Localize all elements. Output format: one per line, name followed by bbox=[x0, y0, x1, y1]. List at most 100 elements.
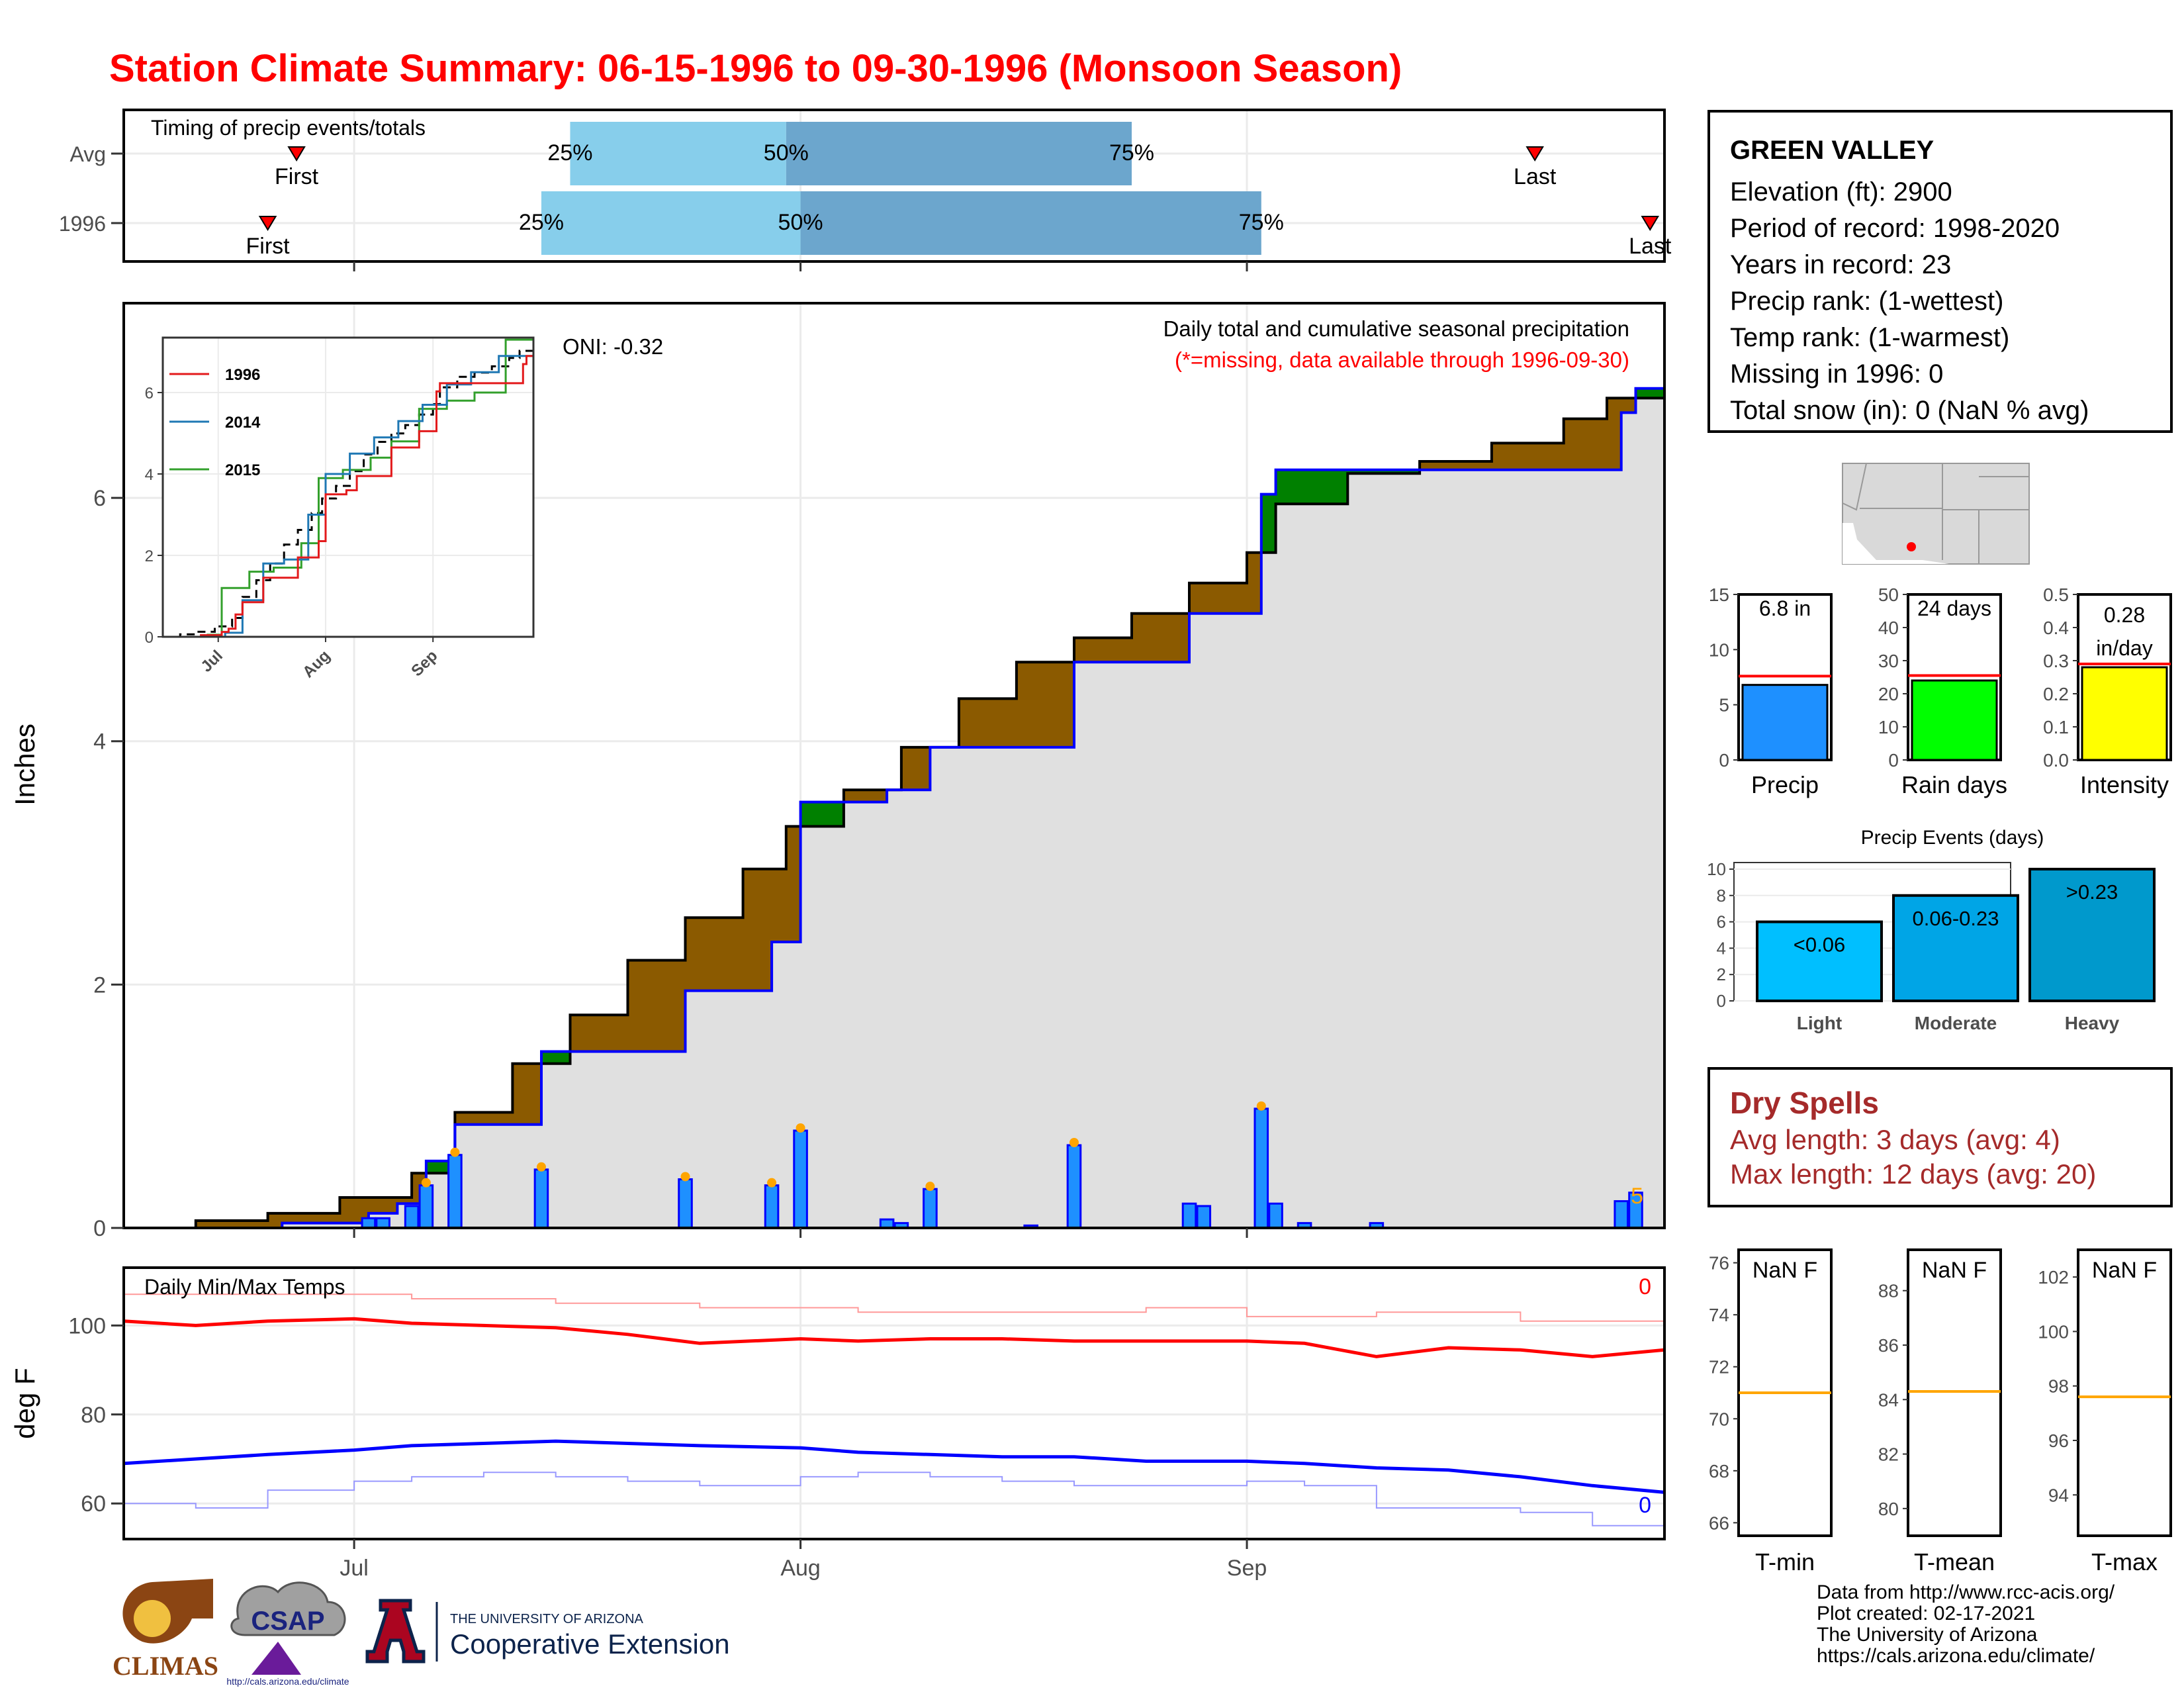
summary-bar-tick-label: 40 bbox=[1878, 618, 1899, 638]
temp-box-tick-label: 98 bbox=[2048, 1376, 2069, 1397]
precip-events-title: Precip Events (days) bbox=[1861, 827, 2044, 849]
precip-daily-top-marker bbox=[680, 1172, 690, 1182]
temp-y-tick-label: 60 bbox=[81, 1491, 106, 1517]
temp-box-tick-label: 88 bbox=[1878, 1281, 1899, 1301]
inset-frame bbox=[161, 336, 535, 638]
precip-events-bar-moderate bbox=[1892, 894, 2019, 1003]
temp-box-tick-label: 76 bbox=[1709, 1253, 1729, 1274]
inset-y-tick-label: 4 bbox=[145, 466, 154, 484]
temp-box-frame bbox=[2077, 1248, 2172, 1537]
summary-bar-value-unit: in/day bbox=[2096, 636, 2152, 660]
dry-spells-title: Dry Spells bbox=[1730, 1086, 1879, 1120]
precip-annotation-missing: (*=missing, data available through 1996-… bbox=[1175, 348, 1629, 372]
station-period: Period of record: 1998-2020 bbox=[1730, 214, 2060, 243]
precip-events-bar-light bbox=[1756, 920, 1883, 1002]
temp-box-tick-label: 66 bbox=[1709, 1513, 1729, 1533]
precip-daily-bar bbox=[793, 1129, 808, 1229]
locator-map bbox=[1842, 463, 2030, 565]
timing-last-marker bbox=[1525, 146, 1544, 162]
credit-line: Data from http://www.rcc-acis.org/ bbox=[1817, 1581, 2115, 1603]
timing-last-label: Last bbox=[1514, 164, 1557, 189]
station-years: Years in record: 23 bbox=[1730, 250, 1952, 279]
summary-bar-tick-label: 0.3 bbox=[2043, 651, 2069, 671]
temp-series-line bbox=[123, 1439, 1665, 1494]
inset-y-tick-label: 0 bbox=[145, 629, 154, 647]
precip-events-category: Heavy bbox=[2065, 1013, 2120, 1033]
inset-legend-label: 1996 bbox=[225, 366, 260, 384]
precip-events-category: Light bbox=[1797, 1013, 1842, 1033]
precip-events-tick-label: 8 bbox=[1717, 886, 1726, 906]
precip-daily-bar bbox=[1196, 1205, 1212, 1229]
station-name: GREEN VALLEY bbox=[1730, 136, 1934, 165]
station-missing: Missing in 1996: 0 bbox=[1730, 359, 1944, 389]
precip-daily-bar bbox=[1253, 1107, 1269, 1229]
inset-legend-label: 2014 bbox=[225, 414, 261, 432]
temp-x-tick-label: Sep bbox=[1227, 1556, 1267, 1581]
station-elevation: Elevation (ft): 2900 bbox=[1730, 177, 1952, 207]
precip-daily-top-marker bbox=[1069, 1138, 1079, 1148]
temp-panel-frame bbox=[122, 1266, 1666, 1540]
temp-box-tick-label: 72 bbox=[1709, 1357, 1729, 1378]
temp-box-tick-label: 102 bbox=[2038, 1267, 2069, 1288]
timing-last-label: Last bbox=[1629, 234, 1672, 259]
temp-y-axis-label: deg F bbox=[9, 1368, 40, 1438]
station-precip-rank: Precip rank: (1-wettest) bbox=[1730, 287, 2004, 316]
station-info-box: GREEN VALLEY Elevation (ft): 2900 Period… bbox=[1707, 110, 2173, 433]
summary-bar-value-label: 6.8 in bbox=[1759, 596, 1811, 620]
inset-average-line bbox=[163, 347, 535, 638]
temp-box-tick-label: 74 bbox=[1709, 1305, 1729, 1325]
temp-box-tick-label: 84 bbox=[1878, 1389, 1899, 1410]
temp-box-value-label: NaN F bbox=[1752, 1258, 1817, 1283]
oni-value: ONI: -0.32 bbox=[563, 334, 663, 359]
temp-x-tick-label: Aug bbox=[780, 1556, 821, 1581]
inset-series-2015 bbox=[163, 338, 533, 638]
precip-daily-top-marker bbox=[536, 1162, 546, 1172]
temp-box-tick-label: 68 bbox=[1709, 1461, 1729, 1481]
precip-y-tick-label: 6 bbox=[93, 486, 106, 511]
temp-box-name: T-min bbox=[1755, 1548, 1815, 1575]
precip-daily-bar bbox=[1181, 1202, 1197, 1229]
inset-series-1996 bbox=[163, 355, 533, 638]
station-snow: Total snow (in): 0 (NaN % avg) bbox=[1730, 396, 2089, 425]
precip-annotation-title: Daily total and cumulative seasonal prec… bbox=[1163, 316, 1629, 341]
timing-percent-label: 25% bbox=[547, 140, 592, 165]
csap-cloud-icon bbox=[230, 1581, 346, 1636]
precip-events-tick-label: 10 bbox=[1707, 859, 1726, 879]
inset-series-2014 bbox=[163, 355, 533, 638]
precip-daily-top-marker bbox=[1256, 1101, 1266, 1111]
summary-bar-value-label: 0.28 bbox=[2104, 603, 2145, 627]
summary-bar-name: Precip bbox=[1751, 771, 1819, 798]
timing-bar-25-50 bbox=[570, 122, 786, 185]
inset-y-tick-label: 2 bbox=[145, 547, 154, 565]
summary-bar-rain-days bbox=[1911, 679, 1998, 761]
timing-row-label: Avg bbox=[69, 142, 106, 166]
temp-panel-bg bbox=[124, 1268, 1664, 1539]
timing-percent-label: 50% bbox=[778, 210, 823, 235]
inset-bg bbox=[163, 338, 533, 637]
temp-series-line bbox=[124, 1293, 1664, 1322]
dry-spells-max: Max length: 12 days (avg: 20) bbox=[1730, 1158, 2097, 1190]
timing-bar-50-75 bbox=[786, 122, 1132, 185]
inset-legend-label: 2015 bbox=[225, 461, 260, 479]
precip-daily-bar bbox=[418, 1184, 434, 1229]
precip-events-bar-heavy bbox=[2028, 867, 2156, 1003]
timing-percent-label: 75% bbox=[1239, 210, 1284, 235]
precip-daily-top-marker bbox=[450, 1147, 460, 1157]
timing-first-marker bbox=[258, 216, 277, 231]
precip-y-tick-label: 4 bbox=[93, 729, 106, 755]
precip-daily-bar bbox=[764, 1184, 780, 1229]
temp-series-line bbox=[124, 1472, 1665, 1526]
summary-bar-value-label: 24 days bbox=[1917, 596, 1991, 620]
summary-bar-tick-label: 0.1 bbox=[2043, 717, 2069, 737]
precip-daily-top-marker bbox=[796, 1123, 805, 1133]
station-location-marker bbox=[1907, 542, 1916, 551]
precip-daily-top-marker bbox=[421, 1178, 431, 1188]
summary-bar-tick-label: 20 bbox=[1878, 684, 1899, 704]
summary-bar-precip bbox=[1741, 684, 1829, 761]
page-title: Station Climate Summary: 06-15-1996 to 0… bbox=[109, 47, 1402, 90]
temp-box-value-label: NaN F bbox=[1922, 1258, 1987, 1283]
credits: Data from http://www.rcc-acis.org/ Plot … bbox=[1817, 1582, 2115, 1667]
precip-panel-frame bbox=[122, 302, 1666, 1229]
precip-daily-bar bbox=[447, 1154, 463, 1229]
